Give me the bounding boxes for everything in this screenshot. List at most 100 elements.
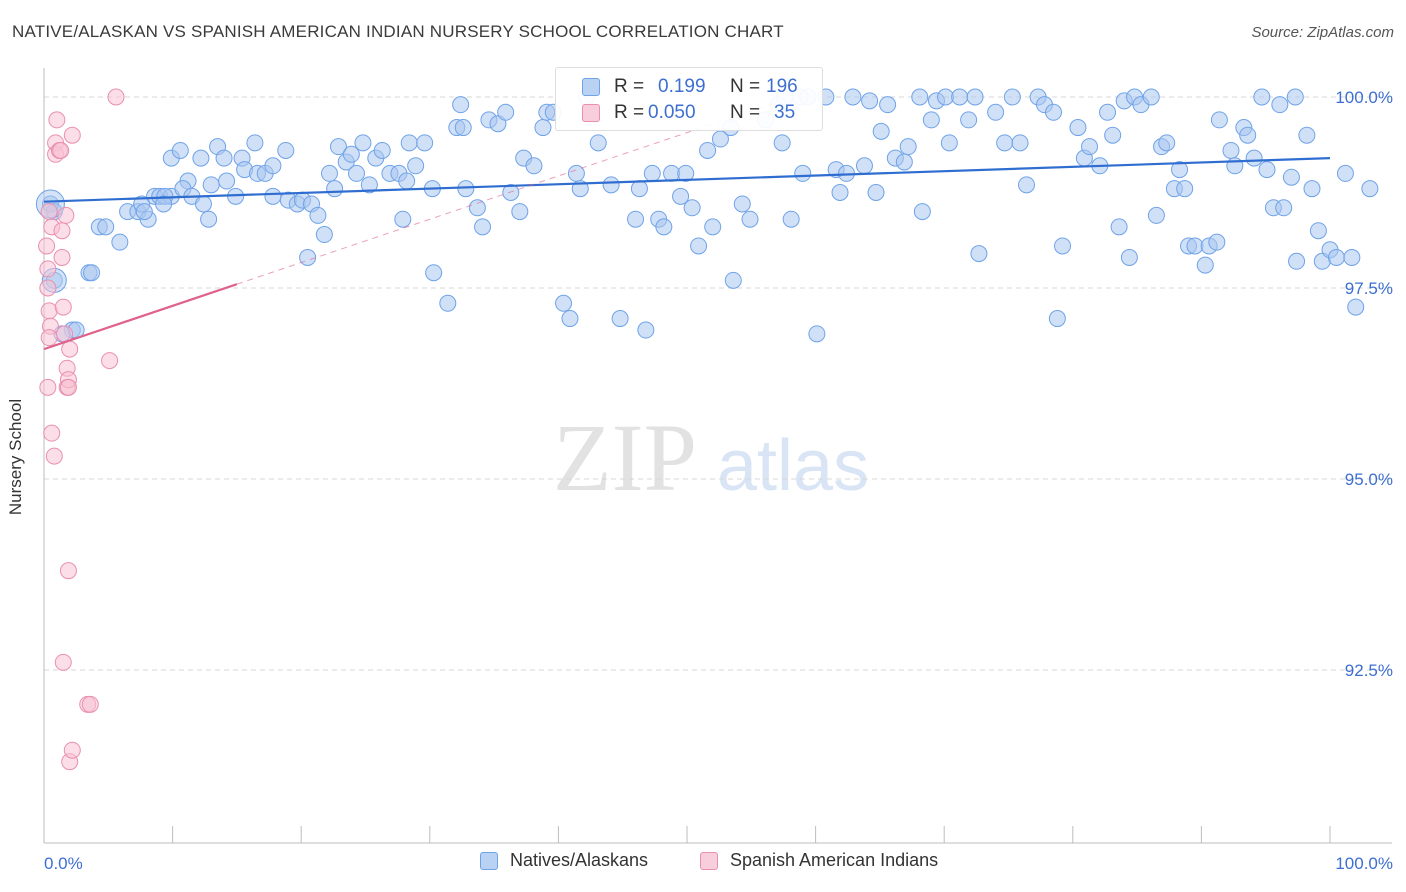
data-point-natives: [299, 248, 317, 266]
data-point-natives: [155, 195, 173, 213]
data-point-natives: [966, 88, 984, 106]
data-point-natives: [1288, 252, 1306, 270]
data-point-natives: [655, 218, 673, 236]
data-point-natives: [611, 310, 629, 328]
y-axis-label: Nursery School: [6, 398, 25, 516]
watermark: ZIP atlas: [553, 404, 869, 511]
data-point-natives: [425, 264, 443, 282]
data-point-spanish: [48, 111, 66, 129]
data-point-natives: [1003, 88, 1021, 106]
data-point-natives: [808, 325, 826, 343]
data-point-natives: [1245, 149, 1263, 167]
data-point-spanish: [43, 424, 61, 442]
data-point-natives: [690, 237, 708, 255]
data-point-natives: [200, 210, 218, 228]
data-point-natives: [911, 88, 929, 106]
y-tick-label: 100.0%: [1335, 88, 1393, 107]
data-point-natives: [264, 157, 282, 175]
x-tick-label-max: 100.0%: [1335, 854, 1393, 873]
data-point-natives: [741, 210, 759, 228]
data-point-natives: [970, 245, 988, 263]
data-point-natives: [360, 176, 378, 194]
data-point-spanish: [52, 141, 70, 159]
data-point-natives: [724, 271, 742, 289]
data-point-natives: [951, 88, 969, 106]
data-point-natives: [135, 203, 153, 221]
data-point-natives: [589, 134, 607, 152]
data-point-natives: [1327, 248, 1345, 266]
data-point-natives: [534, 119, 552, 137]
data-point-natives: [704, 218, 722, 236]
data-point-natives: [1120, 248, 1138, 266]
data-point-natives: [1208, 233, 1226, 251]
stats-swatch-blue: [582, 78, 600, 96]
data-point-natives: [637, 321, 655, 339]
data-point-natives: [342, 145, 360, 163]
data-point-natives: [861, 92, 879, 110]
data-point-natives: [83, 264, 101, 282]
data-point-natives: [936, 88, 954, 106]
data-point-spanish: [39, 279, 57, 297]
legend-swatch-spanish: [700, 851, 718, 870]
data-point-natives: [699, 141, 717, 159]
data-point-natives: [1282, 168, 1300, 186]
data-point-spanish: [39, 378, 57, 396]
data-point-natives: [1347, 298, 1365, 316]
data-point-natives: [1176, 180, 1194, 198]
data-point-spanish: [81, 695, 99, 713]
legend-label-natives: Natives/Alaskans: [510, 850, 649, 870]
data-point-natives: [922, 111, 940, 129]
data-point-natives: [1081, 138, 1099, 156]
data-point-natives: [1361, 180, 1379, 198]
data-point-natives: [194, 195, 212, 213]
source-credit: Source: ZipAtlas.com: [1251, 24, 1394, 41]
data-point-natives: [855, 157, 873, 175]
legend-item-spanish[interactable]: Spanish American Indians: [700, 850, 938, 871]
data-point-natives: [561, 310, 579, 328]
data-point-natives: [1147, 206, 1165, 224]
y-tick-labels: 92.5% 95.0% 97.5% 100.0%: [1335, 88, 1393, 680]
data-point-natives: [899, 138, 917, 156]
data-point-natives: [733, 195, 751, 213]
legend-swatch-natives: [480, 851, 498, 870]
data-point-natives: [326, 180, 344, 198]
data-point-natives: [97, 218, 115, 236]
stats-n-label: N =: [730, 76, 761, 97]
x-tick-label-min: 0.0%: [44, 854, 83, 873]
data-point-natives: [468, 199, 486, 217]
data-point-natives: [1286, 88, 1304, 106]
data-point-natives: [1222, 141, 1240, 159]
data-point-natives: [452, 96, 470, 114]
data-point-natives: [1110, 218, 1128, 236]
bottom-legend: Natives/Alaskans Spanish American Indian…: [0, 850, 1406, 878]
data-point-natives: [1104, 126, 1122, 144]
data-point-natives: [218, 172, 236, 190]
watermark-zip: ZIP: [553, 404, 697, 511]
trend-line-natives: [43, 157, 1331, 203]
legend-item-natives[interactable]: Natives/Alaskans: [480, 850, 648, 871]
data-point-spanish: [59, 378, 77, 396]
data-point-natives: [1303, 180, 1321, 198]
data-point-spanish: [63, 741, 81, 759]
data-point-spanish: [38, 237, 56, 255]
data-point-natives: [895, 153, 913, 171]
data-point-spanish: [40, 203, 58, 221]
data-point-natives: [1239, 126, 1257, 144]
data-point-natives: [602, 176, 620, 194]
data-point-spanish: [54, 653, 72, 671]
data-point-spanish: [59, 562, 77, 580]
data-point-natives: [525, 157, 543, 175]
chart-title: NATIVE/ALASKAN VS SPANISH AMERICAN INDIA…: [12, 22, 784, 41]
stats-r-value-spanish: 0.050: [648, 102, 696, 123]
data-point-natives: [277, 141, 295, 159]
data-point-natives: [111, 233, 129, 251]
data-point-natives: [627, 210, 645, 228]
data-point-spanish: [61, 340, 79, 358]
data-point-spanish: [39, 260, 57, 278]
data-point-natives: [913, 203, 931, 221]
data-point-natives: [1258, 161, 1276, 179]
data-point-natives: [630, 180, 648, 198]
stats-r-label: R =: [614, 102, 645, 123]
data-point-natives: [711, 130, 729, 148]
stats-n-label: N =: [730, 102, 761, 123]
